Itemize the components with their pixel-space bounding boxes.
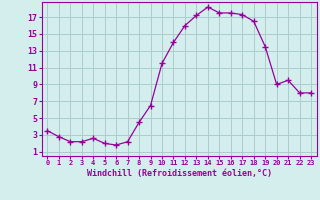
X-axis label: Windchill (Refroidissement éolien,°C): Windchill (Refroidissement éolien,°C) xyxy=(87,169,272,178)
